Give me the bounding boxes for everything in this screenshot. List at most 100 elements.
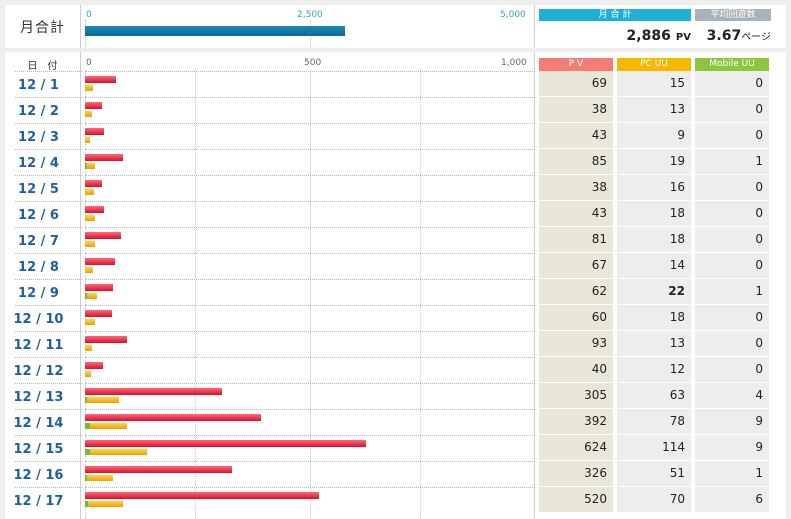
mobile-uu-column-header: Mobile UU	[695, 58, 769, 71]
pc-uu-cell: 22	[617, 279, 691, 304]
pv-cell: 38	[539, 97, 613, 122]
pv-cell: 60	[539, 305, 613, 330]
mobile-uu-cell: 0	[695, 305, 769, 330]
mobile-uu-cell: 0	[695, 253, 769, 278]
pv-cell: 624	[539, 435, 613, 460]
row-date[interactable]: 12 / 9	[18, 286, 59, 301]
mobile-uu-bar	[85, 423, 90, 429]
table-row: 12 / 2 38 13 0	[5, 97, 786, 123]
row-divider	[15, 227, 82, 228]
row-divider	[85, 409, 535, 410]
mobile-uu-bar	[85, 397, 87, 403]
pv-bar	[85, 232, 121, 239]
pv-bar	[85, 102, 102, 109]
pc-uu-bar	[85, 189, 94, 195]
pv-bar	[85, 336, 127, 343]
pc-uu-cell: 12	[617, 357, 691, 382]
pc-uu-bar	[85, 319, 95, 325]
monthly-pv-header: 月 合 計	[539, 9, 691, 21]
row-divider	[85, 227, 535, 228]
row-divider	[15, 279, 82, 280]
row-date[interactable]: 12 / 7	[18, 234, 59, 249]
pc-uu-bar	[85, 111, 92, 117]
row-date[interactable]: 12 / 6	[18, 208, 59, 223]
row-divider	[85, 435, 535, 436]
row-divider	[15, 71, 82, 72]
monthly-tick-5000: 5,000	[500, 10, 526, 20]
pv-bar	[85, 76, 116, 83]
row-date[interactable]: 12 / 16	[13, 468, 64, 483]
pc-uu-cell: 18	[617, 201, 691, 226]
row-divider	[85, 357, 535, 358]
table-row: 12 / 12 40 12 0	[5, 357, 786, 383]
row-divider	[85, 305, 535, 306]
pc-uu-cell: 70	[617, 487, 691, 512]
pc-uu-bar	[85, 475, 113, 481]
mobile-uu-cell: 1	[695, 149, 769, 174]
row-divider	[15, 175, 82, 176]
row-date[interactable]: 12 / 14	[13, 416, 64, 431]
pv-bar	[85, 414, 261, 421]
row-date[interactable]: 12 / 13	[13, 390, 64, 405]
pv-cell: 67	[539, 253, 613, 278]
row-divider	[85, 123, 535, 124]
table-row: 12 / 10 60 18 0	[5, 305, 786, 331]
pc-uu-cell: 13	[617, 97, 691, 122]
mobile-uu-cell: 6	[695, 487, 769, 512]
pc-uu-bar	[85, 241, 95, 247]
row-divider	[85, 201, 535, 202]
row-divider	[15, 383, 82, 384]
pv-cell: 38	[539, 175, 613, 200]
row-date[interactable]: 12 / 17	[13, 494, 64, 509]
mobile-uu-cell: 0	[695, 201, 769, 226]
row-date[interactable]: 12 / 11	[13, 338, 64, 353]
avg-pages-value: 3.67	[706, 28, 742, 44]
row-date[interactable]: 12 / 4	[18, 156, 59, 171]
mobile-uu-bar	[85, 501, 88, 507]
avg-pages-unit: ページ	[741, 32, 771, 43]
avg-pages-header: 平均回遊数	[695, 9, 771, 21]
row-date[interactable]: 12 / 15	[13, 442, 64, 457]
row-date[interactable]: 12 / 10	[13, 312, 64, 327]
pv-cell: 93	[539, 331, 613, 356]
pv-bar	[85, 362, 103, 369]
mobile-uu-bar	[85, 449, 90, 455]
pv-cell: 520	[539, 487, 613, 512]
pc-uu-bar	[85, 449, 147, 455]
row-divider	[15, 149, 82, 150]
pc-uu-bar	[85, 215, 95, 221]
divider	[534, 5, 535, 48]
row-date[interactable]: 12 / 2	[18, 104, 59, 119]
pv-cell: 305	[539, 383, 613, 408]
row-date[interactable]: 12 / 5	[18, 182, 59, 197]
pv-cell: 326	[539, 461, 613, 486]
date-column-header: 日 付	[27, 61, 58, 72]
table-row: 12 / 4 85 19 1	[5, 149, 786, 175]
table-row: 12 / 1 69 15 0	[5, 71, 786, 97]
monthly-pv-unit: PV	[675, 32, 691, 43]
row-divider	[15, 435, 82, 436]
row-divider	[85, 331, 535, 332]
pv-cell: 85	[539, 149, 613, 174]
row-date[interactable]: 12 / 3	[18, 130, 59, 145]
row-divider	[85, 149, 535, 150]
pc-uu-bar	[85, 423, 127, 429]
pc-uu-cell: 15	[617, 71, 691, 96]
table-row: 12 / 3 43 9 0	[5, 123, 786, 149]
row-date[interactable]: 12 / 1	[18, 78, 59, 93]
pv-bar	[85, 466, 232, 473]
divider	[80, 52, 81, 519]
pc-uu-cell: 13	[617, 331, 691, 356]
pc-uu-bar	[85, 137, 90, 143]
pv-bar	[85, 258, 115, 265]
pv-bar	[85, 180, 102, 187]
pv-bar	[85, 154, 123, 161]
pc-uu-cell: 19	[617, 149, 691, 174]
row-date[interactable]: 12 / 12	[13, 364, 64, 379]
table-row: 12 / 9 62 22 1	[5, 279, 786, 305]
monthly-pv-total: 2,886 PV	[539, 25, 691, 44]
row-date[interactable]: 12 / 8	[18, 260, 59, 275]
mobile-uu-cell: 4	[695, 383, 769, 408]
pv-bar	[85, 310, 112, 317]
pv-cell: 81	[539, 227, 613, 252]
